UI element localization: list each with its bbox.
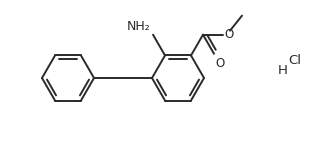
Text: NH₂: NH₂ (126, 20, 150, 33)
Text: Cl: Cl (288, 53, 301, 66)
Text: H: H (278, 64, 288, 77)
Text: O: O (224, 28, 233, 41)
Text: O: O (215, 57, 224, 70)
